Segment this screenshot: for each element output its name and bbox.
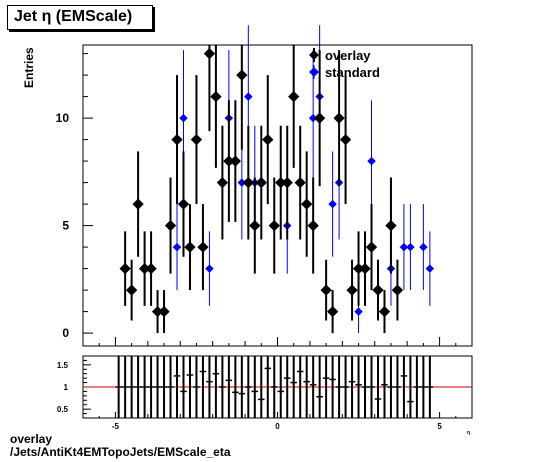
- overlay-point: [359, 262, 371, 275]
- ratio-x-axis-corner-label: η: [467, 430, 470, 436]
- overlay-point: [242, 176, 254, 189]
- legend-marker: [309, 50, 319, 60]
- legend-marker: [309, 67, 319, 77]
- y-tick-label: 0: [62, 326, 69, 340]
- overlay-point: [313, 112, 326, 124]
- y-tick-label: 10: [56, 111, 70, 125]
- ratio-y-tick-label: 0.5: [57, 405, 69, 414]
- footer-caption: overlay /Jets/AntiKt4EMTopoJets/EMScale_…: [10, 433, 231, 459]
- standard-point: [367, 156, 376, 166]
- overlay-point: [190, 133, 203, 146]
- overlay-point: [210, 90, 222, 103]
- overlay-point: [268, 219, 280, 232]
- overlay-point: [294, 176, 306, 189]
- standard-point: [328, 199, 337, 209]
- overlay-point: [119, 262, 131, 275]
- ratio-y-tick-label: 1: [64, 383, 69, 392]
- overlay-point: [203, 47, 216, 60]
- overlay-point: [229, 155, 242, 167]
- standard-point: [179, 113, 188, 123]
- overlay-point: [339, 133, 352, 146]
- overlay-point: [249, 219, 261, 232]
- overlay-point: [391, 284, 404, 296]
- overlay-point: [177, 198, 190, 210]
- standard-point: [172, 242, 182, 252]
- legend-label: standard: [325, 65, 380, 80]
- overlay-point: [145, 262, 157, 275]
- standard-point: [308, 113, 318, 123]
- overlay-point: [372, 284, 384, 296]
- overlay-point: [223, 155, 235, 167]
- y-axis-label: Entries: [22, 47, 36, 88]
- overlay-point: [255, 176, 267, 189]
- ratio-x-tick-label: -5: [112, 422, 120, 431]
- legend-label: overlay: [325, 48, 371, 63]
- y-tick-label: 5: [62, 219, 69, 233]
- overlay-point: [288, 90, 300, 103]
- overlay-point: [378, 305, 391, 318]
- overlay-point: [352, 262, 365, 275]
- ratio-x-tick-label: 5: [437, 422, 442, 431]
- overlay-point: [125, 284, 138, 296]
- standard-point: [406, 242, 415, 252]
- main-plot-frame: [82, 44, 473, 347]
- overlay-point: [275, 176, 287, 189]
- overlay-point: [320, 284, 332, 296]
- chart-title: Jet η (EMScale): [14, 8, 133, 25]
- overlay-point: [346, 284, 358, 296]
- footer-line-2: /Jets/AntiKt4EMTopoJets/EMScale_eta: [10, 445, 231, 459]
- ratio-y-tick-label: 1.5: [57, 361, 69, 370]
- standard-point: [399, 242, 409, 252]
- overlay-point: [301, 198, 313, 210]
- overlay-point: [365, 241, 378, 253]
- overlay-point: [138, 262, 151, 275]
- overlay-point: [171, 133, 183, 146]
- overlay-point: [262, 133, 274, 146]
- overlay-point: [184, 241, 196, 253]
- standard-point: [237, 178, 247, 187]
- overlay-point: [164, 219, 177, 232]
- overlay-point: [307, 219, 319, 232]
- ratio-x-tick-label: 0: [275, 422, 280, 431]
- overlay-point: [333, 112, 345, 124]
- footer-line-1: overlay: [10, 432, 53, 446]
- overlay-point: [216, 176, 229, 189]
- standard-point: [425, 264, 435, 273]
- standard-point: [354, 307, 363, 316]
- standard-point: [205, 264, 214, 273]
- overlay-point: [197, 241, 209, 253]
- overlay-point: [151, 305, 164, 318]
- overlay-point: [326, 305, 339, 318]
- overlay-point: [158, 305, 170, 318]
- overlay-point: [132, 198, 144, 210]
- standard-point: [244, 92, 253, 101]
- standard-point: [419, 242, 428, 252]
- chart-title-box: Jet η (EMScale): [7, 5, 153, 30]
- overlay-point: [236, 69, 248, 81]
- overlay-point: [385, 219, 397, 232]
- overlay-point: [281, 176, 293, 189]
